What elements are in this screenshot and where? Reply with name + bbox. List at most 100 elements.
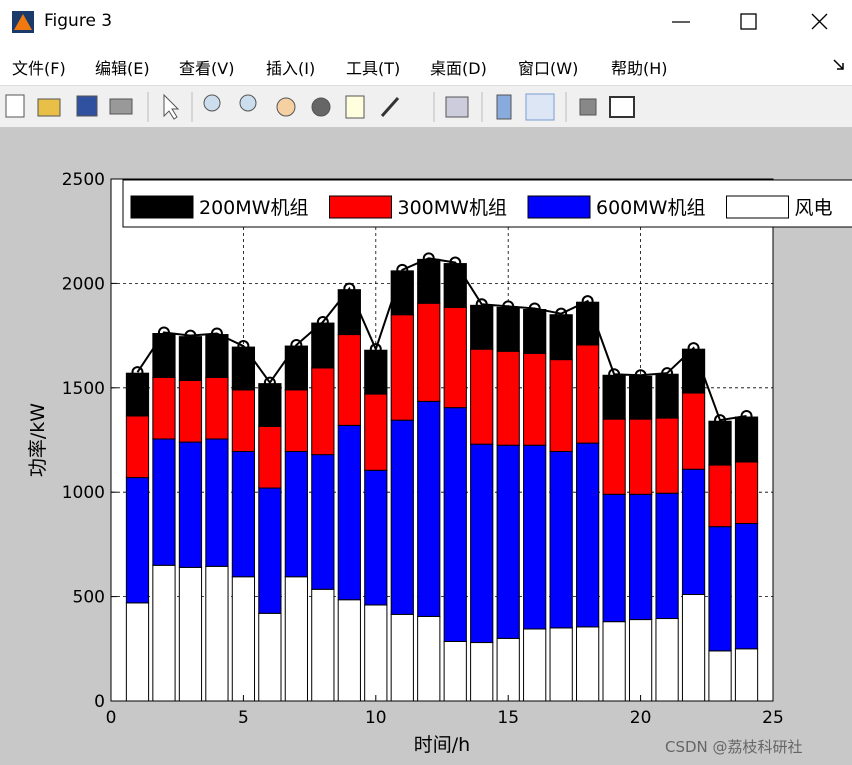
line-marker	[740, 409, 753, 422]
pan-icon[interactable]	[276, 97, 296, 117]
bar-segment	[284, 450, 308, 578]
line-marker	[714, 414, 727, 427]
menu-item[interactable]: 插入(I)	[266, 59, 316, 78]
legend-icon[interactable]	[525, 93, 555, 121]
zoom-in-icon[interactable]	[203, 94, 221, 112]
bar-segment	[655, 492, 679, 620]
rotate-icon[interactable]	[311, 97, 331, 117]
bar-segment	[523, 309, 547, 354]
axes-box	[110, 178, 774, 702]
bar-segment	[576, 626, 600, 702]
y-tick-label: 1500	[62, 379, 105, 399]
legend-swatch	[527, 195, 591, 219]
bar-segment	[628, 619, 653, 702]
bar-segment	[258, 383, 282, 427]
bar-segment	[655, 417, 679, 494]
bar-segment	[734, 461, 759, 525]
line-marker	[502, 300, 515, 313]
line-marker	[157, 326, 170, 339]
bar-segment	[125, 415, 150, 479]
legend-label: 风电	[795, 197, 833, 219]
datacursor-icon[interactable]	[345, 95, 365, 119]
new-icon[interactable]	[5, 94, 25, 118]
bar-segment	[734, 523, 759, 650]
bar-segment	[364, 349, 388, 395]
line-marker	[369, 343, 382, 356]
hide-tools-icon[interactable]	[579, 98, 597, 116]
bar-segment	[523, 444, 547, 630]
bar-segment	[258, 612, 282, 702]
save-icon[interactable]	[76, 95, 98, 117]
bar-segment	[390, 314, 414, 421]
pointer-icon[interactable]	[163, 93, 180, 120]
bar-segment	[231, 576, 256, 702]
bar-segment	[364, 469, 388, 606]
bar-segment	[655, 373, 679, 419]
bar-segment	[734, 648, 759, 702]
bar-segment	[443, 306, 467, 409]
bar-segment	[417, 302, 441, 402]
x-tick-label: 15	[497, 708, 519, 728]
bar-segment	[523, 352, 547, 446]
y-tick-label: 2500	[62, 170, 105, 190]
y-tick-label: 2000	[62, 274, 105, 294]
bar-segment	[549, 359, 573, 452]
bar-segment	[628, 418, 653, 495]
bar-segment	[337, 289, 361, 336]
toolbar-icons	[5, 92, 635, 122]
legend-label: 200MW机组	[199, 197, 308, 219]
bar-segment	[311, 454, 335, 590]
open-icon[interactable]	[37, 98, 61, 117]
print-icon[interactable]	[109, 98, 133, 115]
x-tick-label: 20	[630, 708, 652, 728]
bar-segment	[364, 604, 388, 702]
bar-segment	[628, 493, 653, 621]
legend-swatch	[130, 195, 194, 219]
line-marker	[290, 338, 303, 351]
bar-segment	[311, 367, 335, 456]
bar-segment	[205, 565, 229, 702]
close[interactable]	[811, 13, 828, 30]
bar-segment	[681, 594, 706, 702]
bar-segment	[178, 566, 203, 702]
bar-segment	[602, 493, 626, 623]
line-marker	[263, 376, 276, 389]
legend-swatch	[329, 195, 392, 219]
bar-segment	[496, 350, 520, 446]
line-marker	[184, 329, 197, 342]
bar-segment	[231, 450, 256, 578]
maximize[interactable]	[740, 13, 757, 30]
line-marker	[396, 263, 409, 276]
line-marker	[528, 302, 541, 315]
bar-segment	[708, 420, 732, 466]
y-tick-label: 500	[73, 588, 105, 608]
brush-icon[interactable]	[380, 97, 400, 117]
bar-segment	[470, 642, 494, 702]
window-title: Figure 3	[44, 11, 113, 31]
zoom-out-icon[interactable]	[239, 94, 257, 112]
menu-item[interactable]: 帮助(H)	[611, 59, 668, 78]
menu-item[interactable]: 窗口(W)	[518, 59, 579, 78]
dock-icon[interactable]	[609, 96, 635, 118]
bar-segment	[734, 416, 759, 463]
menu-item[interactable]: 文件(F)	[12, 59, 66, 78]
bar-segment	[152, 333, 176, 378]
colorbar-icon[interactable]	[496, 94, 512, 120]
menu-bar: 文件(F) 编辑(E) 查看(V) 插入(I) 工具(T) 桌面(D) 窗口(W) 帮助(H)	[0, 45, 852, 85]
line-marker	[581, 295, 594, 308]
menu-arrow[interactable]	[830, 55, 850, 75]
bar-segment	[708, 650, 732, 702]
menu-item[interactable]: 编辑(E)	[95, 59, 150, 78]
bar-segment	[231, 346, 256, 391]
link-icon[interactable]	[445, 96, 469, 118]
bar-segment	[258, 425, 282, 489]
y-tick-label: 1000	[62, 483, 105, 503]
bar-segment	[337, 599, 361, 702]
bar-segment	[496, 444, 520, 639]
line-marker	[131, 366, 144, 379]
menu-item[interactable]: 工具(T)	[346, 59, 401, 78]
menu-item[interactable]: 桌面(D)	[430, 59, 487, 78]
bar-segment	[602, 621, 626, 702]
menu-item[interactable]: 查看(V)	[179, 59, 235, 78]
